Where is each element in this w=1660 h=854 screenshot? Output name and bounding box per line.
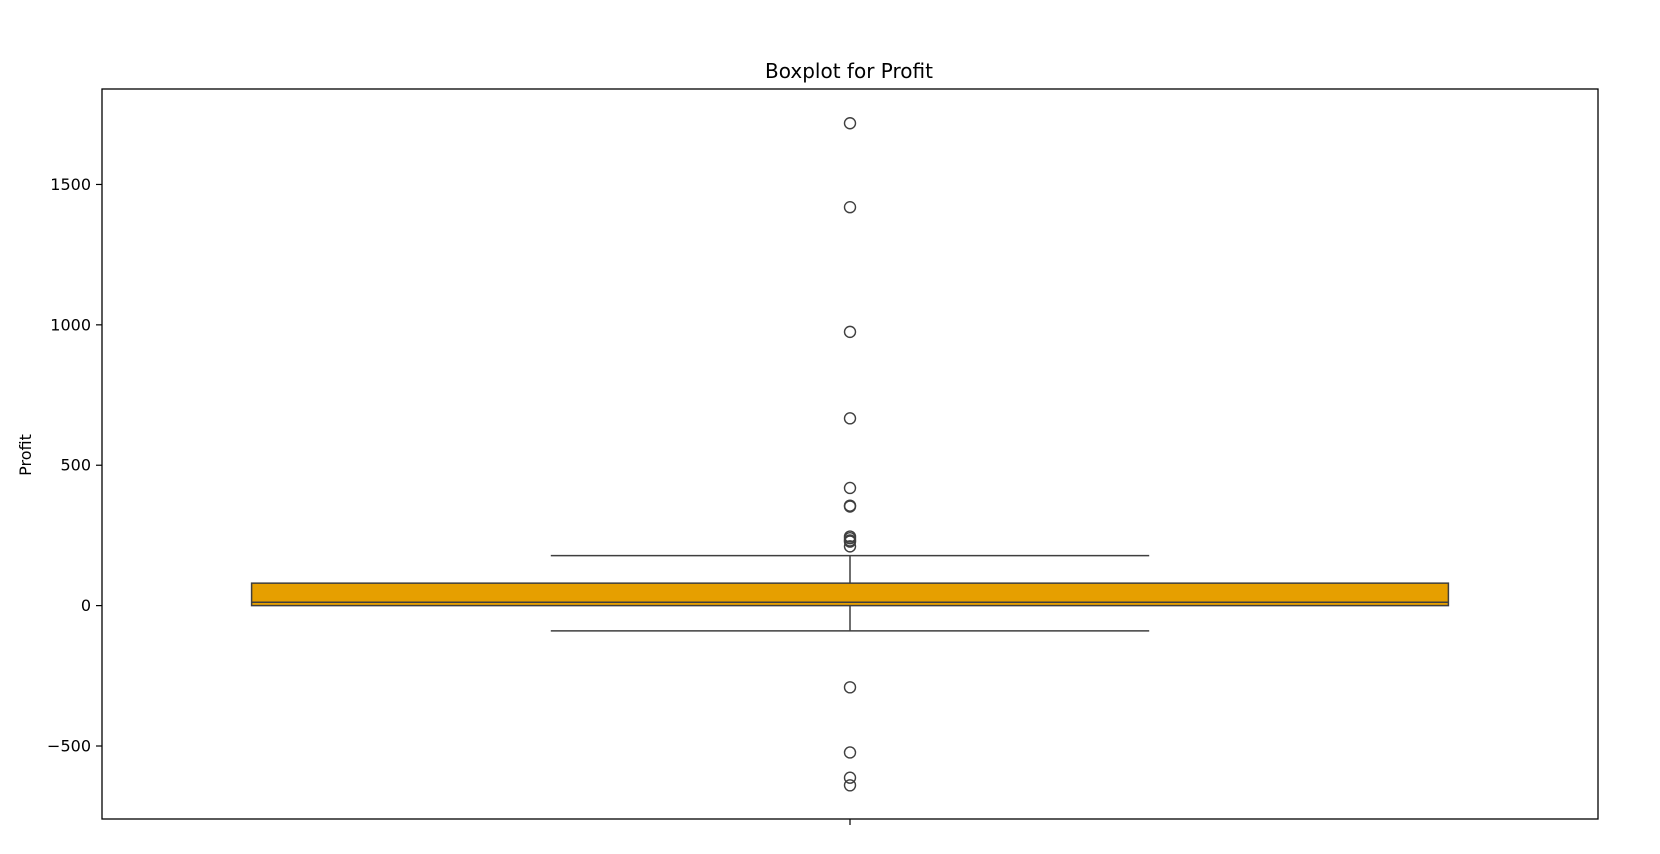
y-axis-label: Profit (16, 434, 35, 476)
y-tick-label: 500 (60, 456, 91, 475)
outlier-point (843, 746, 857, 759)
axes-frame (101, 88, 1599, 820)
y-axis: −500 0 500 1000 1500 (47, 175, 102, 756)
outlier-point (843, 535, 857, 548)
iqr-box (250, 582, 1450, 607)
outlier-point (843, 500, 857, 513)
outlier-point (843, 117, 857, 130)
outlier-point (843, 481, 857, 495)
y-tick-label: −500 (47, 737, 91, 756)
outlier-point (843, 412, 857, 425)
plot-area (250, 117, 1450, 792)
y-tick-label: 1500 (50, 175, 91, 194)
outlier-point (843, 201, 857, 214)
chart-title: Boxplot for Profit (765, 59, 933, 83)
outlier-point (843, 771, 857, 784)
outlier-point (843, 540, 857, 553)
y-tick-label: 1000 (50, 315, 91, 334)
y-tick-label: 0 (81, 596, 91, 615)
outlier-point (843, 681, 857, 694)
outlier-point (843, 325, 857, 339)
outlier-point (843, 779, 857, 792)
